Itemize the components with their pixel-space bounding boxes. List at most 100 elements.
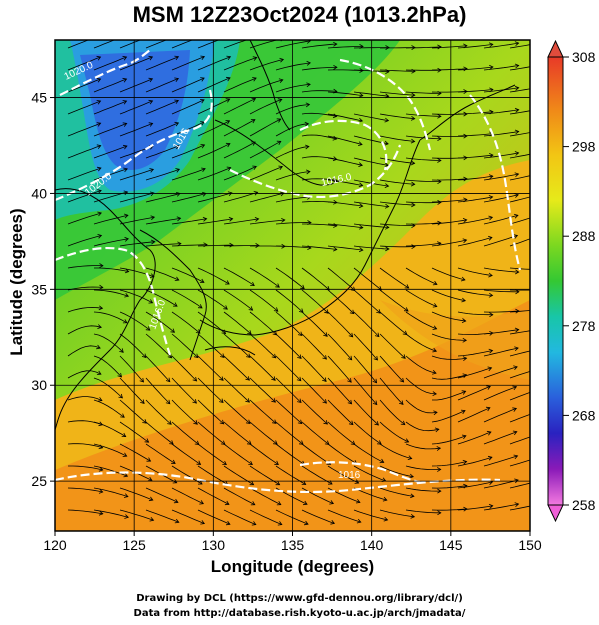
streamline [197, 333, 225, 358]
wind-arrowhead [246, 353, 251, 358]
streamline [145, 193, 181, 203]
streamline [223, 465, 254, 486]
streamline [353, 113, 389, 121]
lat-tick-label: 45 [31, 90, 47, 106]
streamline [93, 465, 128, 477]
wind-arrowhead [139, 377, 145, 383]
streamline [223, 399, 251, 424]
wind-arrowhead [348, 332, 354, 338]
streamline [67, 370, 102, 379]
wind-arrowhead [197, 480, 203, 485]
streamline [275, 222, 312, 225]
streamline [67, 122, 101, 137]
streamline [379, 113, 415, 120]
streamline [171, 168, 206, 181]
wind-arrowhead [324, 309, 329, 314]
wind-arrowhead [432, 370, 437, 375]
streamline [509, 196, 530, 203]
streamline [327, 223, 363, 229]
streamline [197, 443, 227, 465]
streamline [431, 239, 467, 247]
streamline [67, 190, 102, 203]
wind-arrowhead [436, 446, 442, 451]
wind-arrowhead [383, 516, 389, 522]
wind-arrowhead [98, 305, 104, 311]
wind-arrowhead [219, 398, 224, 404]
wind-arrowhead [514, 107, 520, 113]
streamline [457, 111, 493, 115]
wind-arrowhead [488, 272, 493, 278]
streamline [119, 123, 153, 137]
wind-arrowhead [98, 466, 104, 472]
streamline [301, 355, 327, 382]
streamline [301, 509, 335, 524]
streamline [327, 509, 361, 523]
streamline [379, 289, 409, 312]
streamline [405, 421, 439, 432]
wind-arrowhead [174, 55, 180, 61]
streamline [67, 40, 90, 49]
wind-arrowhead [461, 297, 466, 303]
credit-drawing: Drawing by DCL (https://www.gfd-dennou.o… [136, 593, 463, 604]
wind-arrowhead [384, 203, 390, 209]
wind-arrowhead [97, 234, 103, 239]
wind-arrowhead [167, 353, 173, 359]
streamline [171, 193, 207, 203]
wind-arrowhead [376, 309, 381, 314]
wind-arrowhead [122, 452, 128, 457]
streamline [379, 267, 409, 289]
streamline [509, 414, 530, 423]
streamline [405, 179, 441, 182]
wind-arrowhead [200, 55, 206, 61]
streamline [457, 267, 493, 276]
wind-arrowhead [123, 190, 129, 196]
streamline [223, 377, 250, 403]
streamline [249, 443, 279, 465]
wind-arrowhead [174, 276, 180, 281]
wind-arrowhead [513, 365, 518, 370]
streamline [223, 487, 255, 506]
wind-arrowhead [513, 454, 519, 460]
streamline [223, 119, 256, 137]
wind-arrowhead [149, 273, 155, 278]
streamline [483, 173, 519, 181]
wind-arrowhead [124, 514, 129, 519]
streamline [145, 78, 179, 93]
wind-arrowhead [411, 92, 416, 98]
wind-arrowhead [174, 121, 180, 127]
wind-arrowhead [192, 376, 198, 382]
wind-arrowhead [330, 520, 336, 525]
wind-arrowhead [170, 328, 175, 333]
streamline [197, 167, 231, 181]
wind-arrowhead [374, 332, 380, 338]
streamline [93, 355, 122, 378]
streamline [379, 69, 416, 72]
lon-tick-label: 150 [518, 537, 542, 553]
wind-arrowhead [96, 166, 102, 172]
wind-arrowhead [409, 473, 414, 479]
streamline [379, 399, 406, 425]
wind-arrowhead [123, 493, 129, 498]
wind-arrowhead [278, 78, 284, 83]
streamline [483, 310, 520, 313]
streamline [379, 355, 404, 383]
streamline [431, 267, 466, 281]
streamline [327, 333, 353, 361]
wind-arrowhead [461, 390, 467, 395]
wind-arrowhead [306, 60, 311, 66]
wind-arrowhead [251, 521, 257, 526]
wind-arrowhead [225, 142, 231, 148]
streamline [509, 392, 530, 401]
streamline [457, 289, 493, 296]
wind-arrowhead [252, 165, 257, 170]
streamline [249, 99, 282, 115]
streamline [405, 333, 437, 352]
streamline [249, 355, 276, 381]
streamline [457, 133, 493, 137]
streamline [67, 286, 103, 291]
wind-arrowhead [219, 419, 225, 425]
streamline [119, 311, 151, 331]
colorbar-tick-label: 278 [572, 318, 596, 334]
isobars [55, 49, 522, 494]
streamline [431, 178, 468, 181]
